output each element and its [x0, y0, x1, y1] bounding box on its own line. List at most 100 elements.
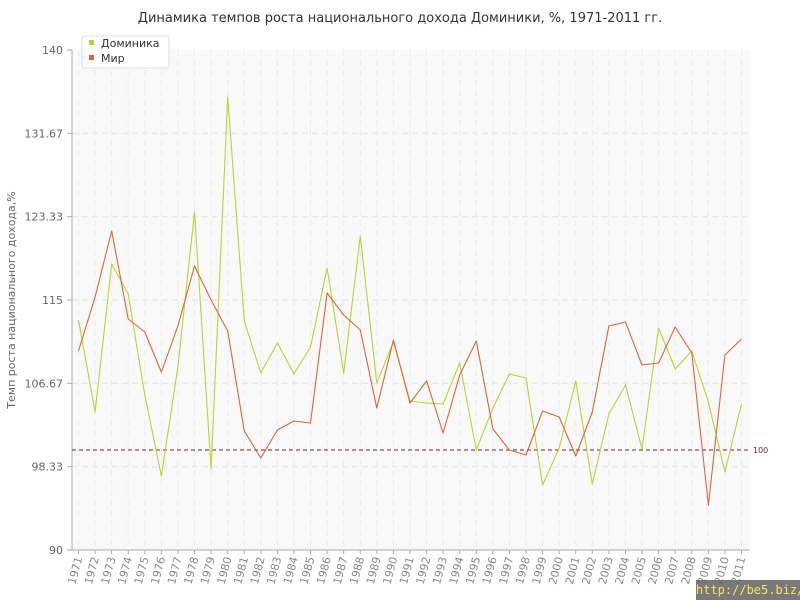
data-point	[276, 342, 279, 345]
data-point	[624, 321, 627, 324]
y-tick-label: 106.67	[25, 377, 64, 390]
data-point	[608, 413, 611, 416]
data-point	[525, 377, 528, 380]
y-axis-label: Темп роста национального дохода,%	[5, 191, 18, 409]
data-point	[127, 293, 130, 296]
series-line-world	[77, 230, 742, 506]
data-point	[226, 96, 229, 99]
data-point	[491, 407, 494, 410]
data-point	[143, 331, 146, 334]
data-point	[177, 366, 180, 369]
data-point	[558, 447, 561, 450]
data-point	[475, 340, 478, 343]
data-point	[574, 380, 577, 383]
data-point	[458, 374, 461, 377]
data-point	[94, 296, 97, 299]
reference-line-label: 100	[753, 446, 768, 455]
data-point	[591, 483, 594, 486]
data-point	[442, 432, 445, 435]
data-point	[77, 350, 80, 353]
data-point	[657, 362, 660, 365]
data-point	[259, 457, 262, 460]
legend-label-dominica: Доминика	[101, 37, 160, 50]
data-point	[425, 380, 428, 383]
data-point	[110, 263, 113, 266]
data-point	[574, 455, 577, 458]
data-point	[243, 430, 246, 433]
data-point	[77, 319, 80, 322]
y-axis-ticks: 90 98.33 106.67 115 123.33 131.67 140	[25, 44, 72, 557]
data-point	[259, 372, 262, 375]
data-point	[475, 449, 478, 452]
data-point	[210, 468, 213, 471]
data-point	[724, 471, 727, 474]
data-point	[641, 448, 644, 451]
data-point	[591, 411, 594, 414]
data-point	[674, 326, 677, 329]
data-point	[359, 329, 362, 332]
legend-swatch-dominica	[89, 40, 94, 45]
y-tick-label: 123.33	[25, 211, 64, 224]
data-point	[375, 382, 378, 385]
data-point	[392, 339, 395, 342]
data-point	[541, 484, 544, 487]
data-point	[624, 384, 627, 387]
data-point	[508, 449, 511, 452]
data-point	[425, 402, 428, 405]
y-tick-label: 115	[42, 294, 63, 307]
data-point	[160, 475, 163, 478]
legend-box	[81, 35, 170, 69]
data-point	[458, 362, 461, 365]
data-point	[690, 352, 693, 355]
data-point	[674, 368, 677, 371]
data-point	[608, 325, 611, 328]
data-point	[293, 420, 296, 423]
y-tick-label: 131.67	[25, 127, 64, 140]
data-point	[309, 422, 312, 425]
data-point	[657, 327, 660, 330]
data-point	[193, 211, 196, 214]
data-point	[127, 318, 130, 321]
data-point	[342, 372, 345, 375]
data-point	[724, 354, 727, 357]
data-point	[110, 230, 113, 233]
data-point	[226, 330, 229, 333]
data-point	[210, 299, 213, 302]
data-point	[276, 429, 279, 432]
data-point	[508, 373, 511, 376]
data-point	[707, 504, 710, 507]
data-point	[326, 292, 329, 295]
data-point	[94, 411, 97, 414]
data-point	[525, 454, 528, 457]
data-point	[707, 401, 710, 404]
y-tick-label: 140	[42, 44, 63, 57]
data-point	[740, 403, 743, 406]
data-point	[342, 314, 345, 317]
legend-label-world: Мир	[101, 52, 125, 65]
data-point	[160, 371, 163, 374]
data-point	[740, 338, 743, 341]
data-point	[193, 265, 196, 268]
data-point	[442, 403, 445, 406]
y-tick-label: 90	[49, 544, 63, 557]
data-point	[293, 373, 296, 376]
legend-swatch-world	[89, 55, 94, 60]
data-point	[243, 320, 246, 323]
data-point	[143, 394, 146, 397]
y-tick-label: 98.33	[32, 461, 64, 474]
x-axis-ticks: 1971197219731974197519761977197819791980…	[66, 550, 748, 586]
data-point	[558, 416, 561, 419]
data-point	[375, 407, 378, 410]
data-point	[359, 235, 362, 238]
data-point	[541, 410, 544, 413]
data-point	[177, 325, 180, 328]
watermark[interactable]: http://be5.biz/	[696, 580, 800, 600]
series-layer	[77, 96, 743, 507]
chart-title: Динамика темпов роста национального дохо…	[138, 11, 662, 26]
data-point	[409, 402, 412, 405]
legend: Доминика Мир	[81, 35, 170, 69]
data-point	[641, 364, 644, 367]
data-point	[491, 428, 494, 431]
grid-lines	[72, 50, 750, 550]
